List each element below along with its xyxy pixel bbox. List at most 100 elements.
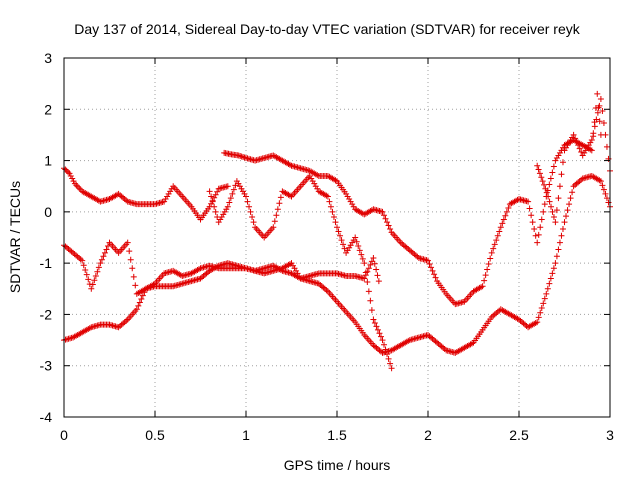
data-point [214, 188, 221, 195]
data-point [603, 143, 610, 150]
data-point [528, 212, 535, 219]
data-point [559, 225, 566, 232]
data-point [493, 237, 500, 244]
data-point [535, 231, 542, 238]
data-point [98, 256, 105, 263]
data-point [599, 182, 606, 189]
data-point [353, 238, 360, 245]
data-point [500, 216, 507, 223]
data-point [367, 261, 374, 268]
data-point [230, 186, 237, 193]
data-point [491, 241, 498, 248]
data-point [368, 307, 375, 314]
data-point [382, 215, 389, 222]
data-point [74, 183, 81, 190]
data-point [211, 203, 218, 210]
x-tick-label: 2 [424, 427, 432, 443]
data-point [543, 189, 550, 196]
data-point [387, 360, 394, 367]
data-point [206, 188, 213, 195]
data-point [271, 218, 278, 225]
y-tick-label: 2 [44, 101, 52, 117]
data-point [552, 219, 559, 226]
x-axis-label: GPS time / hours [284, 457, 391, 473]
data-point [599, 107, 606, 114]
data-point [85, 276, 92, 283]
data-point [576, 145, 583, 152]
data-point [92, 272, 99, 279]
data-point [136, 299, 143, 306]
data-point [549, 169, 556, 176]
data-point [594, 90, 601, 97]
data-point [381, 341, 388, 348]
data-point [326, 198, 333, 205]
data-point [100, 253, 107, 260]
data-point [97, 260, 104, 267]
axis-ticks: 0 0.5 1 1.5 2 2.5 3 -4 -3 -2 -1 0 1 2 3 [40, 50, 615, 443]
data-point [376, 330, 383, 337]
data-point [227, 195, 234, 202]
data-point [548, 203, 555, 210]
data-point [588, 137, 595, 144]
data-point [364, 268, 371, 275]
data-point [229, 190, 236, 197]
y-tick-label: 3 [44, 50, 52, 66]
data-point [385, 355, 392, 362]
data-point [384, 219, 391, 226]
data-point [95, 264, 102, 271]
data-point [597, 96, 604, 103]
data-point [370, 255, 377, 262]
data-point [534, 162, 541, 169]
data-point [361, 260, 368, 267]
data-point [334, 224, 340, 231]
data-point [497, 224, 504, 231]
series-track-A [61, 165, 231, 223]
data-point [484, 266, 491, 273]
data-point [232, 182, 239, 189]
data-point [356, 247, 363, 254]
data-point [338, 237, 345, 244]
data-point [66, 170, 73, 177]
data-point [139, 292, 146, 299]
data-point [600, 119, 607, 126]
x-tick-label: 3 [606, 427, 614, 443]
data-point [556, 183, 563, 190]
data-point [65, 169, 72, 176]
data-point [381, 212, 388, 219]
data-point [340, 241, 347, 248]
data-point [488, 249, 495, 256]
data-point [129, 265, 136, 272]
data-point [546, 198, 553, 205]
data-point [237, 152, 244, 159]
data-point [276, 200, 283, 207]
data-point [332, 219, 339, 226]
data-point [591, 123, 598, 130]
data-point [365, 265, 372, 272]
y-axis-label: SDTVAR / TECUs [7, 181, 23, 293]
data-point [541, 201, 548, 208]
series-track-F [534, 96, 613, 226]
data-point [593, 116, 600, 123]
data-point [553, 207, 560, 214]
data-point [572, 135, 579, 142]
data-point [546, 280, 553, 287]
data-point [545, 193, 552, 200]
data-point [496, 228, 503, 235]
data-point [358, 251, 365, 258]
series-track-E [206, 172, 395, 372]
data-point [549, 208, 556, 215]
data-point [329, 208, 336, 215]
series-track-D [221, 90, 604, 308]
y-tick-label: 1 [44, 153, 52, 169]
data-point [382, 346, 389, 353]
data-point [244, 198, 251, 205]
data-point [371, 319, 378, 326]
data-point [130, 273, 137, 280]
data-point [83, 271, 90, 278]
data-point [505, 205, 512, 212]
data-point [534, 319, 541, 326]
chart-title: Day 137 of 2014, Sidereal Day-to-day VTE… [74, 21, 580, 37]
data-point [80, 262, 87, 269]
data-point [327, 203, 334, 210]
